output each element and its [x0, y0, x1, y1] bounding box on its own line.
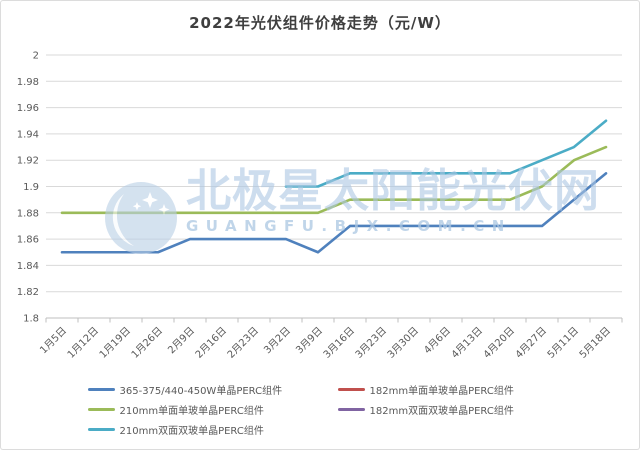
x-axis-tick-label: 2月16日	[193, 325, 229, 361]
x-axis-tick-label: 5月11日	[545, 325, 581, 361]
legend-label: 182mm双面双玻单晶PERC组件	[369, 406, 514, 417]
x-axis-tick-label: 5月18日	[577, 325, 613, 361]
line-chart-canvas: 21.981.961.941.921.91.881.861.841.821.81…	[17, 51, 623, 361]
y-axis-tick-label: 2	[33, 51, 39, 62]
x-axis-tick-label: 2月23日	[225, 325, 261, 361]
x-axis-tick-label: 4月13日	[449, 325, 485, 361]
x-axis-tick-label: 4月20日	[481, 325, 517, 361]
y-axis-tick-label: 1.9	[23, 182, 39, 193]
legend-swatch-icon	[87, 427, 115, 432]
y-axis-tick-label: 1.92	[17, 156, 39, 167]
x-axis-tick-label: 1月12日	[65, 325, 101, 361]
y-axis-tick-label: 1.82	[17, 287, 39, 298]
x-axis-tick-label: 3月9日	[293, 325, 325, 357]
legend-item-0: 365-375/440-450W单晶PERC组件	[87, 381, 338, 398]
y-axis-tick-label: 1.96	[17, 103, 39, 114]
legend-label: 210mm单面单玻单晶PERC组件	[119, 406, 264, 417]
y-axis-tick-label: 1.98	[17, 77, 39, 88]
legend-swatch-icon	[87, 407, 115, 412]
legend-swatch-icon	[87, 387, 115, 392]
legend-swatch-icon	[337, 387, 365, 392]
y-axis-tick-label: 1.88	[17, 208, 39, 219]
series-line-4	[284, 119, 608, 188]
chart-title: 2022年光伏组件价格走势（元/W）	[189, 14, 451, 32]
y-axis-tick-label: 1.86	[17, 235, 39, 246]
x-axis-tick-label: 3月2日	[261, 325, 293, 357]
x-axis-tick-label: 3月30日	[385, 325, 421, 361]
y-axis-tick-label: 1.84	[17, 261, 39, 272]
y-axis-tick-label: 1.94	[17, 129, 39, 140]
x-axis-tick-label: 2月9日	[165, 325, 197, 357]
legend-swatch-icon	[337, 407, 365, 412]
legend-item-3: 182mm双面双玻单晶PERC组件	[337, 401, 553, 418]
legend-label: 182mm单面单玻单晶PERC组件	[369, 386, 514, 397]
legend-label: 365-375/440-450W单晶PERC组件	[119, 386, 283, 397]
x-axis-tick-label: 1月26日	[129, 325, 165, 361]
legend-item-4: 210mm双面双玻单晶PERC组件	[87, 421, 338, 438]
x-axis-tick-label: 4月27日	[513, 325, 549, 361]
legend-item-2: 210mm单面单玻单晶PERC组件	[87, 401, 338, 418]
chart-legend: 365-375/440-450W单晶PERC组件 182mm单面单玻单晶PERC组…	[0, 381, 640, 438]
x-axis-tick-label: 3月16日	[321, 325, 357, 361]
x-axis-tick-label: 4月6日	[421, 325, 453, 357]
y-axis-tick-label: 1.8	[23, 314, 39, 325]
legend-item-1: 182mm单面单玻单晶PERC组件	[337, 381, 553, 398]
x-axis-tick-label: 1月19日	[97, 325, 133, 361]
x-axis-tick-label: 1月5日	[37, 325, 69, 357]
legend-label: 210mm双面双玻单晶PERC组件	[119, 426, 264, 437]
x-axis-tick-label: 3月23日	[353, 325, 389, 361]
